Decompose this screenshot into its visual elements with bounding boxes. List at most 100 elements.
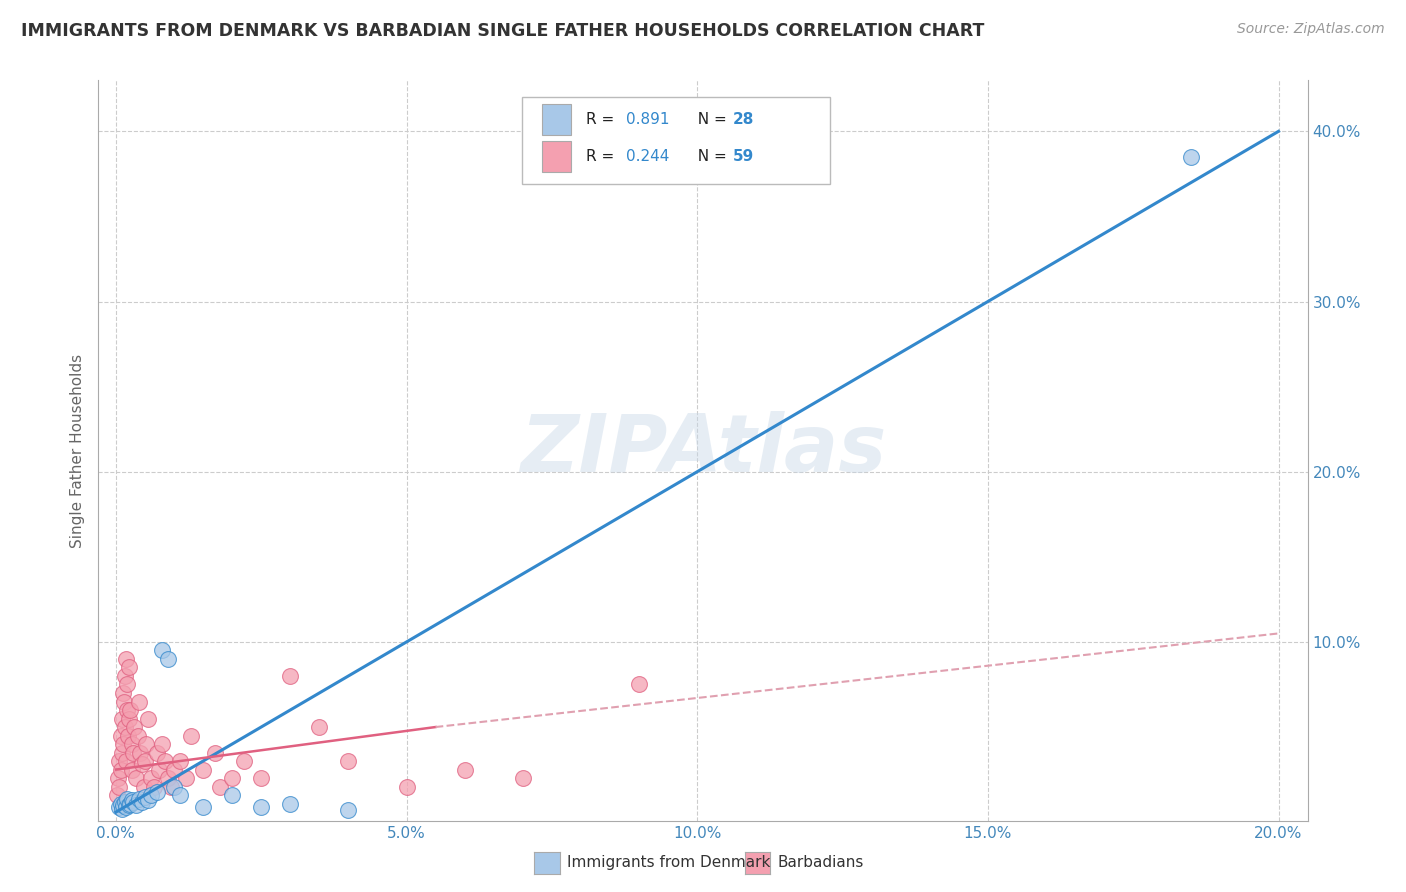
Point: [250, 771, 273, 785]
Text: Immigrants from Denmark: Immigrants from Denmark: [567, 855, 770, 870]
Point: [145, 785, 167, 799]
Text: Source: ZipAtlas.com: Source: ZipAtlas.com: [1237, 22, 1385, 37]
Point: [115, 703, 138, 717]
Point: [114, 754, 136, 768]
FancyBboxPatch shape: [522, 96, 830, 184]
Point: [308, 720, 330, 734]
Text: Barbadians: Barbadians: [778, 855, 863, 870]
Point: [121, 793, 143, 807]
Point: [145, 746, 167, 760]
Point: [232, 754, 254, 768]
Point: [131, 757, 153, 772]
Point: [125, 771, 148, 785]
Point: [278, 669, 301, 683]
Y-axis label: Single Father Households: Single Father Households: [69, 353, 84, 548]
Point: [107, 771, 129, 785]
Text: 0.891: 0.891: [626, 112, 669, 128]
Point: [209, 780, 232, 794]
Point: [337, 804, 360, 818]
Point: [155, 754, 177, 768]
Point: [180, 729, 202, 743]
Point: [107, 800, 129, 814]
Point: [142, 780, 165, 794]
Text: N =: N =: [689, 149, 733, 164]
Point: [134, 754, 156, 768]
Point: [117, 729, 139, 743]
Point: [110, 729, 132, 743]
Point: [139, 771, 162, 785]
Point: [118, 798, 141, 813]
Point: [114, 720, 136, 734]
Point: [111, 798, 134, 813]
Point: [150, 737, 173, 751]
Point: [169, 788, 191, 802]
Point: [120, 703, 142, 717]
Point: [111, 746, 134, 760]
Text: 59: 59: [734, 149, 755, 164]
Point: [117, 677, 139, 691]
Point: [221, 771, 243, 785]
Point: [127, 729, 149, 743]
Point: [128, 694, 150, 708]
Point: [114, 795, 136, 809]
Point: [250, 800, 273, 814]
Point: [136, 793, 159, 807]
Point: [512, 771, 534, 785]
Point: [278, 797, 301, 811]
Point: [114, 669, 136, 683]
Point: [112, 694, 135, 708]
Text: R =: R =: [586, 112, 624, 128]
Point: [111, 686, 134, 700]
Point: [191, 763, 214, 777]
Text: R =: R =: [586, 149, 624, 164]
Point: [111, 802, 134, 816]
Point: [121, 763, 143, 777]
Text: N =: N =: [689, 112, 733, 128]
Point: [174, 771, 197, 785]
Point: [136, 712, 159, 726]
Point: [128, 791, 150, 805]
Point: [453, 763, 475, 777]
Point: [204, 746, 226, 760]
Point: [118, 712, 141, 726]
Point: [115, 800, 138, 814]
Point: [135, 737, 157, 751]
Point: [117, 791, 139, 805]
Point: [157, 652, 180, 666]
Text: IMMIGRANTS FROM DENMARK VS BARBADIAN SINGLE FATHER HOUSEHOLDS CORRELATION CHART: IMMIGRANTS FROM DENMARK VS BARBADIAN SIN…: [21, 22, 984, 40]
Bar: [543, 104, 571, 136]
Point: [122, 746, 145, 760]
Point: [337, 754, 360, 768]
Point: [105, 788, 128, 802]
Point: [120, 797, 142, 811]
Point: [150, 643, 173, 657]
Point: [107, 754, 129, 768]
Point: [122, 795, 145, 809]
Point: [221, 788, 243, 802]
Text: 28: 28: [734, 112, 755, 128]
Text: ZIPAtlas: ZIPAtlas: [520, 411, 886, 490]
Point: [118, 660, 141, 674]
Point: [129, 746, 152, 760]
Text: 0.244: 0.244: [626, 149, 669, 164]
Point: [191, 800, 214, 814]
Point: [134, 789, 156, 804]
Point: [169, 754, 191, 768]
Point: [132, 780, 155, 794]
Point: [148, 763, 170, 777]
Point: [1180, 150, 1202, 164]
Point: [125, 798, 148, 813]
Point: [395, 780, 418, 794]
Point: [139, 788, 162, 802]
Point: [108, 780, 131, 794]
Point: [111, 712, 134, 726]
Point: [160, 780, 183, 794]
Point: [110, 797, 132, 811]
Bar: [543, 141, 571, 172]
Point: [110, 763, 132, 777]
Point: [121, 737, 143, 751]
Point: [163, 763, 186, 777]
Point: [124, 720, 146, 734]
Point: [115, 652, 138, 666]
Point: [163, 780, 186, 794]
